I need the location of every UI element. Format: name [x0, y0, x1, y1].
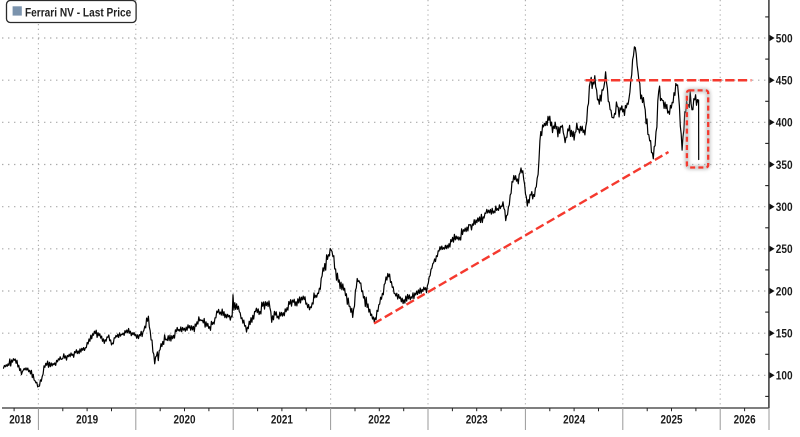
svg-text:2019: 2019 — [76, 415, 98, 427]
svg-text:2021: 2021 — [271, 415, 294, 427]
svg-text:2023: 2023 — [466, 415, 488, 427]
svg-text:2018: 2018 — [9, 415, 32, 427]
svg-text:2026: 2026 — [734, 415, 756, 427]
svg-text:350: 350 — [776, 158, 793, 172]
svg-text:2025: 2025 — [661, 415, 684, 427]
svg-text:2022: 2022 — [368, 415, 390, 427]
svg-text:400: 400 — [776, 116, 793, 130]
svg-text:2024: 2024 — [563, 415, 586, 427]
svg-text:300: 300 — [776, 200, 793, 214]
svg-text:2020: 2020 — [174, 415, 196, 427]
svg-text:100: 100 — [776, 369, 793, 383]
svg-text:450: 450 — [776, 74, 793, 88]
svg-text:Ferrari NV - Last Price: Ferrari NV - Last Price — [25, 5, 132, 19]
svg-text:250: 250 — [776, 242, 793, 256]
svg-text:150: 150 — [776, 327, 793, 341]
svg-text:500: 500 — [776, 31, 793, 45]
svg-text:200: 200 — [776, 284, 793, 298]
